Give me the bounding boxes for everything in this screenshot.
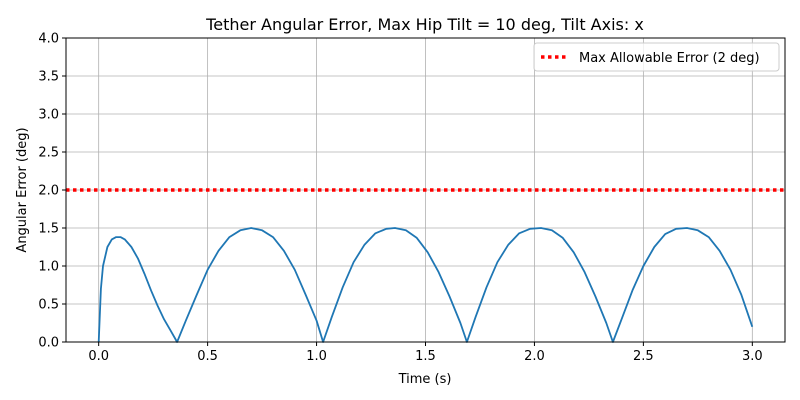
y-tick-label: 3.5 bbox=[38, 70, 59, 85]
y-tick-label: 0.0 bbox=[38, 336, 59, 351]
legend: Max Allowable Error (2 deg) bbox=[533, 42, 780, 72]
y-tick-label: 3.0 bbox=[38, 108, 59, 123]
x-tick-label: 3.0 bbox=[742, 349, 763, 364]
angular-error-series-line bbox=[97, 227, 754, 343]
x-tick-label: 2.0 bbox=[524, 349, 545, 364]
y-axis-label: Angular Error (deg) bbox=[15, 127, 30, 252]
y-tick-label: 4.0 bbox=[38, 32, 59, 47]
y-tick-label: 2.0 bbox=[38, 184, 59, 199]
y-tick-label: 1.0 bbox=[38, 260, 59, 275]
y-tick-label: 0.5 bbox=[38, 298, 59, 313]
legend-label-max-error: Max Allowable Error (2 deg) bbox=[579, 51, 760, 66]
chart-title: Tether Angular Error, Max Hip Tilt = 10 … bbox=[205, 15, 644, 34]
x-tick-label: 1.0 bbox=[306, 349, 327, 364]
x-tick-label: 0.0 bbox=[88, 349, 109, 364]
ticks: 0.0 0.5 1.0 1.5 2.0 2.5 3.0 0.0 0.5 1.0 1.5 2.0 2.5 3… bbox=[38, 32, 762, 365]
legend-box bbox=[533, 42, 780, 72]
x-tick-label: 1.5 bbox=[415, 349, 436, 364]
y-tick-label: 2.5 bbox=[38, 146, 59, 161]
y-tick-label: 1.5 bbox=[38, 222, 59, 237]
x-axis-label: Time (s) bbox=[398, 372, 452, 387]
series-layer bbox=[66, 188, 785, 343]
x-tick-label: 0.5 bbox=[197, 349, 218, 364]
x-tick-label: 2.5 bbox=[633, 349, 654, 364]
